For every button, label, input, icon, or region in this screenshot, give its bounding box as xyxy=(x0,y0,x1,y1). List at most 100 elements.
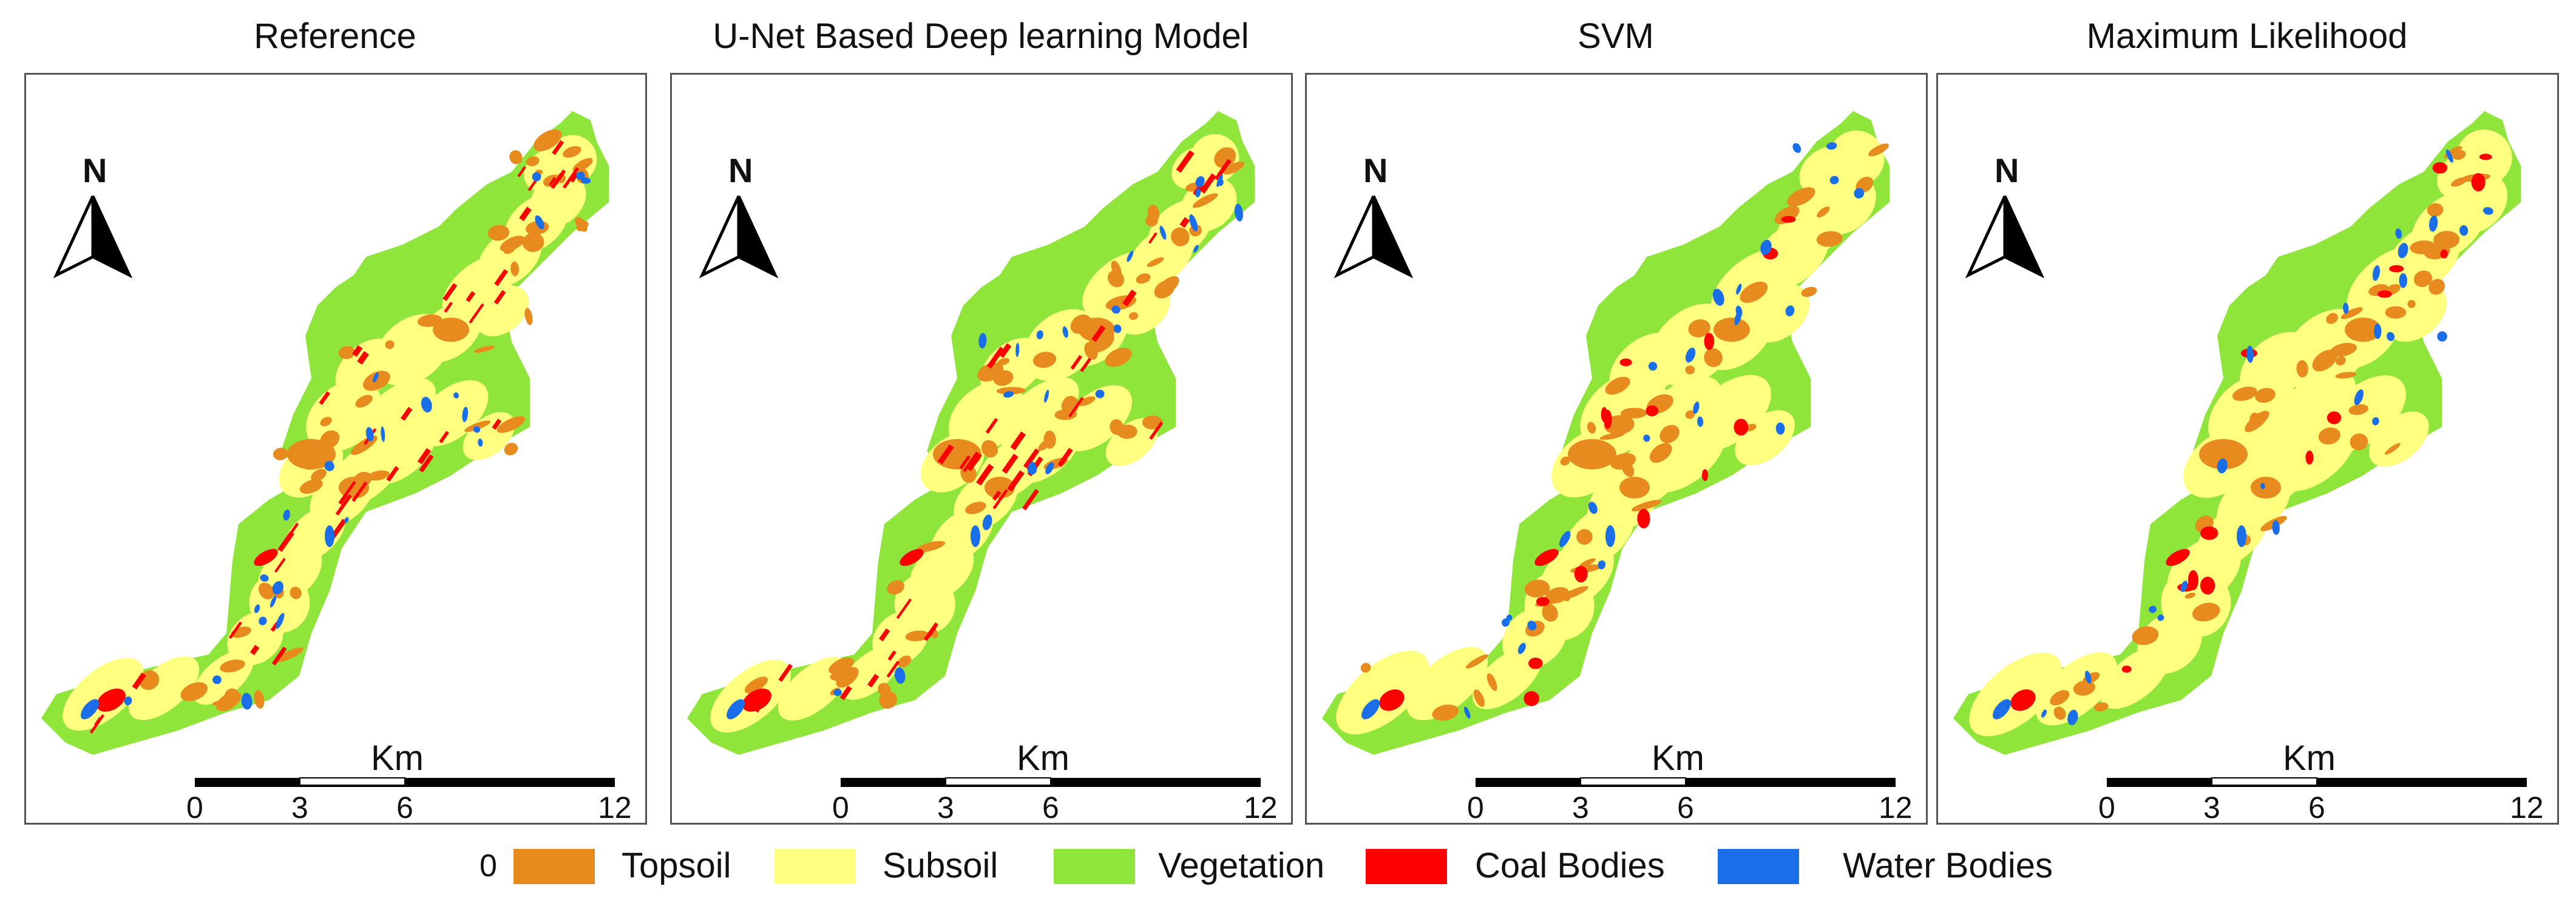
topsoil-patch xyxy=(1147,257,1164,267)
scale-tick-label: 3 xyxy=(2203,791,2220,825)
coal-patch xyxy=(992,489,1008,509)
map-layer xyxy=(1322,111,1890,755)
coal-patch xyxy=(1574,565,1588,583)
subsoil-patch xyxy=(998,377,1079,451)
water-patch xyxy=(478,438,483,447)
coal-patch xyxy=(985,418,998,434)
scale-bar xyxy=(841,777,1261,787)
topsoil-patch xyxy=(1486,673,1497,691)
north-label: N xyxy=(1995,151,2019,189)
topsoil-patch xyxy=(1568,439,1616,469)
water-patch xyxy=(2373,323,2382,339)
coal-patch xyxy=(2389,265,2404,273)
topsoil-patch xyxy=(275,647,303,662)
water-patch xyxy=(2459,225,2469,236)
scale-segment xyxy=(945,777,1051,786)
map-panel-svm: N Km 0 3 6 12 xyxy=(1305,73,1928,825)
topsoil-patch xyxy=(1032,352,1057,368)
topsoil-patch xyxy=(339,477,369,499)
water-patch xyxy=(381,426,385,442)
water-patch xyxy=(212,675,222,684)
water-patch xyxy=(971,525,980,547)
coal-patch xyxy=(1781,216,1796,223)
topsoil-patch xyxy=(526,156,540,166)
coal-patch xyxy=(1524,691,1539,706)
legend-label-vegetation: Vegetation xyxy=(1158,846,1325,885)
topsoil-patch xyxy=(1587,421,1596,434)
subsoil-patch xyxy=(355,378,436,451)
coal-patch xyxy=(357,351,370,365)
coal-patch xyxy=(887,650,897,661)
water-patch xyxy=(260,574,269,582)
water-patch xyxy=(1015,342,1020,357)
topsoil-patch xyxy=(320,417,332,427)
legend-swatch-water-bodies xyxy=(1718,849,1799,884)
topsoil-patch xyxy=(2413,270,2433,287)
panel-title-maximum-likelihood: Maximum Likelihood xyxy=(2086,16,2408,56)
map-layer xyxy=(1953,111,2521,755)
water-patch xyxy=(2446,149,2453,163)
north-arrow-left xyxy=(1334,195,1375,279)
water-patch xyxy=(1193,245,1199,253)
subsoil-patch xyxy=(128,656,200,720)
coal-patch xyxy=(492,418,502,430)
scale-tick-label: 12 xyxy=(1244,791,1278,825)
topsoil-patch xyxy=(1649,443,1672,463)
topsoil-patch xyxy=(524,308,533,325)
topsoil-patch xyxy=(1084,342,1098,360)
water-patch xyxy=(1605,525,1615,547)
water-patch xyxy=(1003,391,1014,398)
panel-title-svm: SVM xyxy=(1578,16,1654,56)
water-patch xyxy=(1235,203,1243,222)
coal-patch xyxy=(1010,431,1026,451)
scale-bar xyxy=(1476,777,1896,787)
coal-patch xyxy=(319,391,330,405)
scale-segment xyxy=(2211,777,2317,786)
subsoil-patch xyxy=(416,380,489,447)
water-patch xyxy=(1643,434,1650,442)
topsoil-patch xyxy=(2345,318,2381,342)
scale-tick-label: 3 xyxy=(937,791,954,825)
north-arrow-right xyxy=(2003,195,2045,279)
coal-patch xyxy=(2440,249,2448,259)
topsoil-patch xyxy=(1077,396,1096,406)
water-patch xyxy=(1044,389,1049,403)
topsoil-patch xyxy=(1817,206,1830,218)
water-patch xyxy=(473,426,481,433)
topsoil-patch xyxy=(533,129,562,152)
legend-label-subsoil: Subsoil xyxy=(883,846,998,885)
topsoil-patch xyxy=(878,683,891,697)
water-patch xyxy=(81,699,99,720)
water-patch xyxy=(2483,206,2493,215)
subsoil-patch xyxy=(1171,146,1216,189)
coal-patch xyxy=(469,303,484,324)
water-patch xyxy=(2395,228,2402,239)
topsoil-patch xyxy=(2192,602,2220,622)
topsoil-patch xyxy=(2255,387,2276,403)
coal-patch xyxy=(2121,666,2132,673)
subsoil-patch xyxy=(1060,385,1133,452)
topsoil-patch xyxy=(1620,407,1647,418)
topsoil-patch xyxy=(1561,590,1571,602)
topsoil-patch xyxy=(996,387,1026,395)
topsoil-patch xyxy=(2335,372,2357,379)
coal-patch xyxy=(1091,325,1106,342)
coal-patch xyxy=(132,672,146,690)
topsoil-patch xyxy=(1360,662,1371,673)
water-patch xyxy=(1111,305,1120,314)
coal-patch xyxy=(1080,358,1092,372)
water-patch xyxy=(1993,699,2011,720)
topsoil-patch xyxy=(2326,313,2338,324)
legend-swatch-coal-bodies xyxy=(1366,849,1447,884)
legend-swatch-vegetation xyxy=(1054,849,1135,884)
water-patch xyxy=(1785,305,1795,317)
coal-patch xyxy=(2010,689,2036,711)
water-patch xyxy=(2386,332,2395,341)
water-patch xyxy=(276,613,285,629)
water-patch xyxy=(259,616,267,625)
water-patch xyxy=(2149,605,2157,613)
water-patch xyxy=(1517,642,1526,655)
coal-patch xyxy=(335,494,352,516)
water-patch xyxy=(1218,179,1224,186)
water-patch xyxy=(2260,483,2265,489)
